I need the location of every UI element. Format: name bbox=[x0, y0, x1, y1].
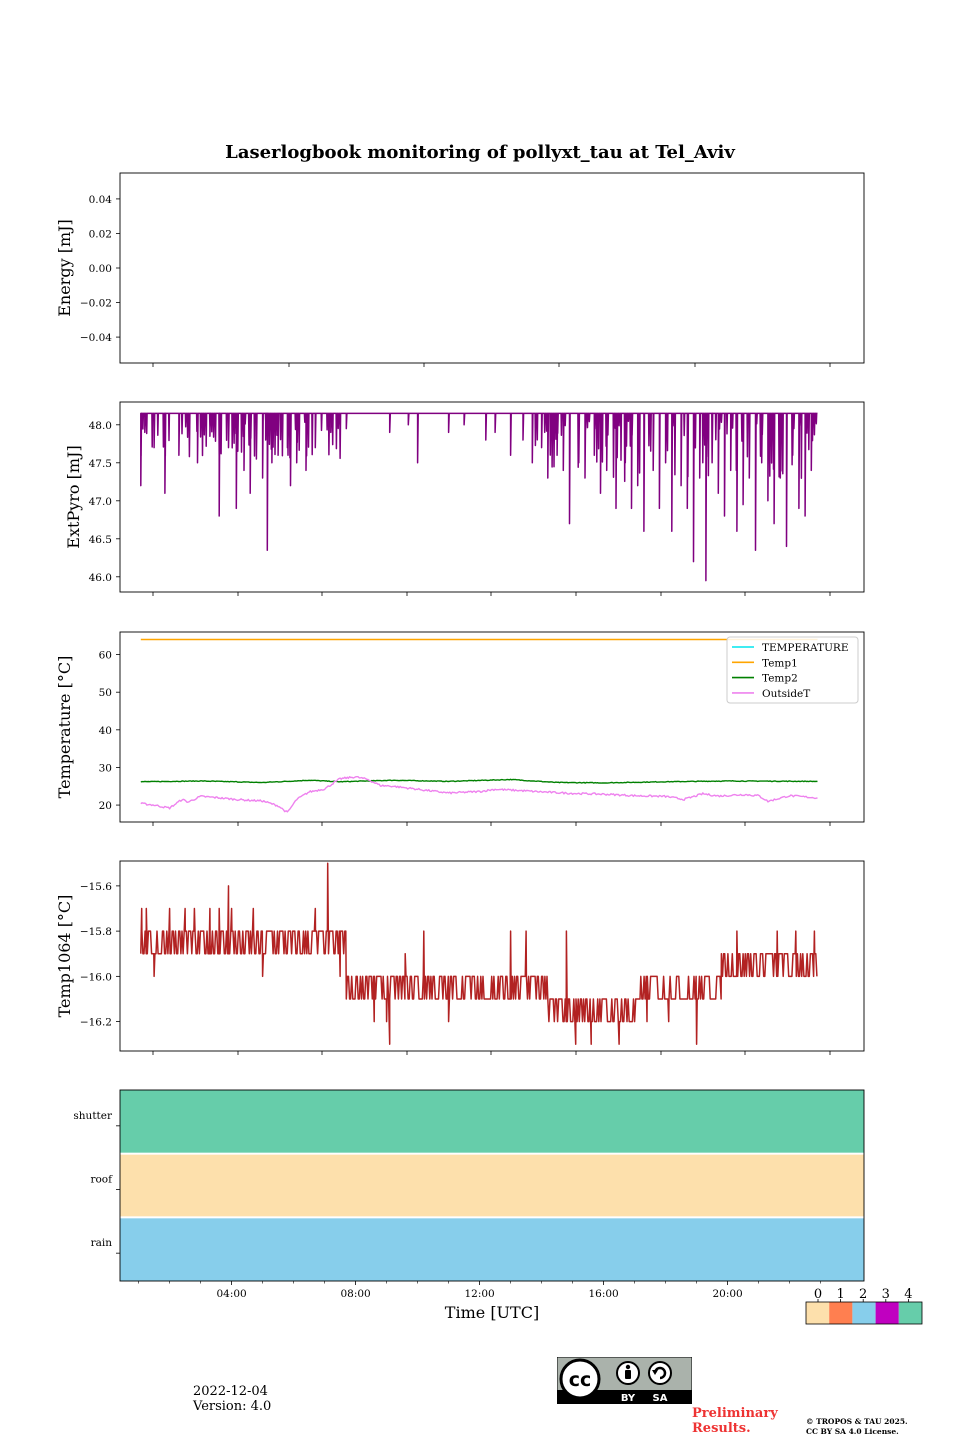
cc-icon bbox=[559, 1358, 601, 1400]
panels: 0.04 0.02 0.00 −0.02 −0.04 Energy [mJ] 48.0 47.… bbox=[55, 172, 865, 1300]
x-tick-label: 04:00 bbox=[216, 1288, 246, 1300]
colorbar-label-2: 2 bbox=[859, 1287, 867, 1302]
axes-frame bbox=[119, 401, 865, 593]
axes-frame bbox=[119, 860, 865, 1052]
y-tick-label: 0.00 bbox=[89, 263, 112, 275]
y-tick-label: −15.6 bbox=[80, 881, 112, 893]
panel-extpyro: 48.0 47.5 47.0 46.5 46.0 ExtPyro [mJ] bbox=[64, 401, 865, 596]
legend-label-temp2: Temp2 bbox=[762, 673, 798, 685]
y-tick-label: −0.04 bbox=[80, 332, 112, 344]
band-rain bbox=[120, 1218, 864, 1281]
y-tick-label: 50 bbox=[99, 687, 112, 699]
series-temperature-outsidet bbox=[140, 776, 818, 813]
colorbar-cell-3 bbox=[875, 1302, 899, 1324]
y-tick-label: 47.5 bbox=[89, 458, 112, 470]
legend-label-outsidet: OutsideT bbox=[762, 688, 810, 700]
panel-temperature: 60 50 40 30 20 Temperature [°C] TEMPERATURE Tem… bbox=[55, 631, 865, 826]
y-axis-label: ExtPyro [mJ] bbox=[64, 445, 83, 548]
band-roof bbox=[120, 1154, 864, 1217]
panel-temp1064: −15.6 −15.8 −16.0 −16.2 Temp1064 [°C] bbox=[55, 860, 865, 1055]
date-version: 2022-12-04 Version: 4.0 bbox=[193, 1384, 271, 1414]
cc-license-badge: cc BY SA bbox=[557, 1357, 692, 1404]
x-tick-label: 16:00 bbox=[588, 1288, 618, 1300]
colorbar-label-0: 0 bbox=[814, 1287, 822, 1302]
plot-area bbox=[140, 638, 818, 813]
x-tick-label: 08:00 bbox=[340, 1288, 370, 1300]
colorbar-cell-1 bbox=[829, 1302, 853, 1324]
y-tick-label: −16.2 bbox=[80, 1017, 112, 1029]
y-tick-label: 0.02 bbox=[89, 228, 112, 240]
axes-frame bbox=[119, 172, 865, 364]
colorbar-cell-0 bbox=[806, 1302, 830, 1324]
colorbar-label-1: 1 bbox=[836, 1287, 844, 1302]
sa-icon bbox=[648, 1361, 672, 1385]
band-label-roof: roof bbox=[90, 1174, 113, 1186]
y-tick-label: 30 bbox=[99, 762, 112, 774]
y-tick-label: 46.0 bbox=[89, 572, 112, 584]
y-axis-label: Temperature [°C] bbox=[55, 656, 74, 799]
y-tick-label: 46.5 bbox=[89, 534, 112, 546]
x-tick-label: 20:00 bbox=[712, 1288, 742, 1300]
svg-text:BY: BY bbox=[621, 1393, 636, 1404]
y-tick-label: −0.02 bbox=[80, 298, 112, 310]
y-tick-label: 48.0 bbox=[89, 420, 112, 432]
y-tick-label: 20 bbox=[99, 800, 112, 812]
colorbar-frame bbox=[805, 1301, 923, 1325]
band-label-rain: rain bbox=[91, 1237, 113, 1249]
version-text: Version: 4.0 bbox=[193, 1399, 272, 1414]
x-axis-label: Time [UTC] bbox=[445, 1303, 539, 1322]
y-tick-label: 60 bbox=[99, 650, 112, 662]
plot-area bbox=[140, 862, 818, 1045]
panel-energy: 0.04 0.02 0.00 −0.02 −0.04 Energy [mJ] bbox=[55, 172, 865, 367]
y-tick-label: 47.0 bbox=[89, 496, 112, 508]
legend-frame bbox=[726, 636, 859, 704]
series-temp1064-0 bbox=[140, 862, 818, 1045]
axes-frame bbox=[119, 631, 865, 823]
copyright-note: © TROPOS & TAU 2025. CC BY SA 4.0 Licens… bbox=[806, 1417, 908, 1436]
legend-label-temperature: TEMPERATURE bbox=[762, 642, 849, 654]
preliminary-results-note: Preliminary Results. bbox=[692, 1406, 778, 1436]
date-text: 2022-12-04 bbox=[193, 1384, 268, 1399]
plot-area bbox=[140, 412, 818, 582]
band-label-shutter: shutter bbox=[73, 1110, 113, 1122]
panel-flags: shutter roof rain 04:00 08:00 12:00 16:00 20:00 bbox=[73, 1089, 865, 1300]
y-tick-label: −16.0 bbox=[80, 971, 112, 983]
chart-title: Laserlogbook monitoring of pollyxt_tau a… bbox=[225, 142, 735, 163]
y-tick-label: 40 bbox=[99, 725, 112, 737]
axes-frame bbox=[119, 1089, 865, 1282]
y-axis-label: Temp1064 [°C] bbox=[55, 895, 74, 1018]
colorbar-label-3: 3 bbox=[882, 1287, 890, 1302]
y-axis-label: Energy [mJ] bbox=[55, 219, 74, 317]
series-temperature-temp2 bbox=[140, 778, 818, 784]
y-tick-label: −15.8 bbox=[80, 926, 112, 938]
colorbar-cell-4 bbox=[898, 1302, 922, 1324]
series-extpyro-0 bbox=[140, 412, 818, 582]
y-tick-label: 0.04 bbox=[89, 194, 113, 206]
svg-text:cc: cc bbox=[569, 1369, 592, 1391]
svg-text:SA: SA bbox=[653, 1393, 668, 1404]
band-shutter bbox=[120, 1090, 864, 1153]
legend-label-temp1: Temp1 bbox=[762, 657, 798, 669]
colorbar-label-4: 4 bbox=[904, 1287, 912, 1302]
x-tick-label: 12:00 bbox=[464, 1288, 494, 1300]
colorbar-cell-2 bbox=[852, 1302, 876, 1324]
legend: TEMPERATURE Temp1 Temp2 OutsideT bbox=[726, 636, 859, 704]
